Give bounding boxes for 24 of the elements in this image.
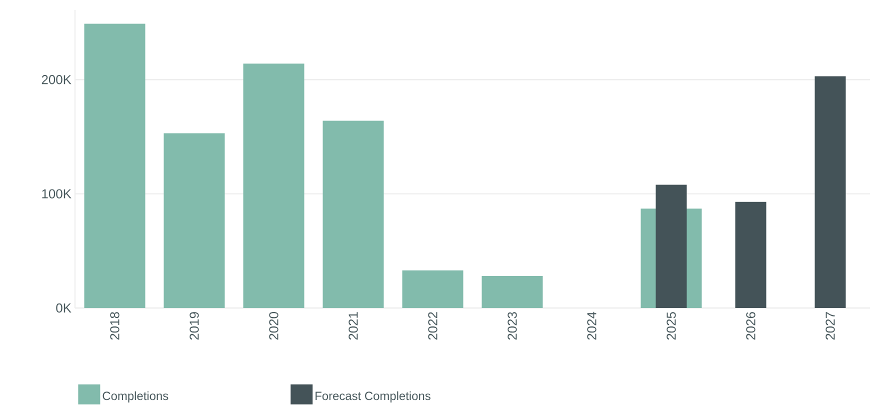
legend-label: Completions bbox=[102, 391, 168, 402]
y-tick-label: 100K bbox=[42, 189, 72, 198]
bar bbox=[164, 133, 225, 308]
legend-label: Forecast Completions bbox=[316, 391, 430, 402]
bar bbox=[482, 276, 543, 308]
bar bbox=[84, 24, 146, 308]
x-tick-label: 2019 bbox=[190, 312, 199, 340]
x-tick-label: 2027 bbox=[826, 312, 835, 340]
bar bbox=[322, 120, 384, 308]
x-tick-label: 2022 bbox=[428, 312, 438, 340]
bar bbox=[243, 64, 304, 308]
bar bbox=[656, 184, 687, 308]
x-tick-label: 2020 bbox=[269, 312, 278, 340]
x-tick-label: 2024 bbox=[587, 312, 596, 340]
bar bbox=[735, 202, 766, 308]
x-tick-label: 2021 bbox=[348, 312, 358, 340]
x-tick-label: 2025 bbox=[666, 312, 676, 340]
x-tick-label: 2023 bbox=[508, 312, 517, 340]
bar bbox=[402, 270, 464, 308]
y-tick-label: 200K bbox=[42, 75, 72, 84]
y-tick-label: 0K bbox=[56, 303, 72, 313]
x-tick-label: 2018 bbox=[110, 312, 120, 340]
x-tick-label: 2026 bbox=[746, 312, 756, 340]
bar bbox=[814, 76, 846, 308]
